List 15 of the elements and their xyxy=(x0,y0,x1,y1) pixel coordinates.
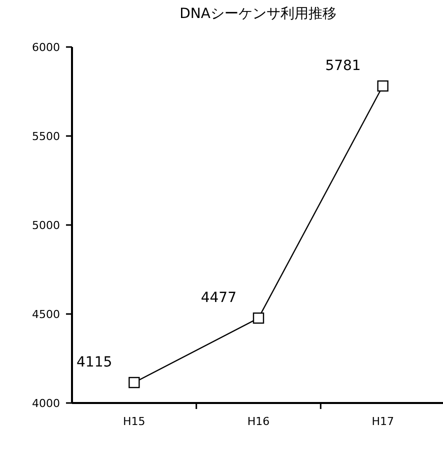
y-tick-label: 4500 xyxy=(32,308,60,321)
x-tick-label: H17 xyxy=(372,415,394,428)
y-tick-label: 4000 xyxy=(32,396,60,410)
point xyxy=(252,312,264,324)
point xyxy=(377,80,388,92)
x-tick-label: H16 xyxy=(247,415,270,428)
data-label: 5781 xyxy=(325,58,361,74)
point xyxy=(128,376,140,388)
y-tick-label: 5000 xyxy=(32,218,60,232)
y-tick-label: 6000 xyxy=(32,40,60,54)
chart-title: DNAシーケンサ利用推移 xyxy=(180,6,336,22)
data-label: 4115 xyxy=(76,354,112,371)
y-tick-label: 5500 xyxy=(32,130,60,143)
x-tick-label: H15 xyxy=(123,415,146,428)
data-label: 4477 xyxy=(200,290,236,306)
